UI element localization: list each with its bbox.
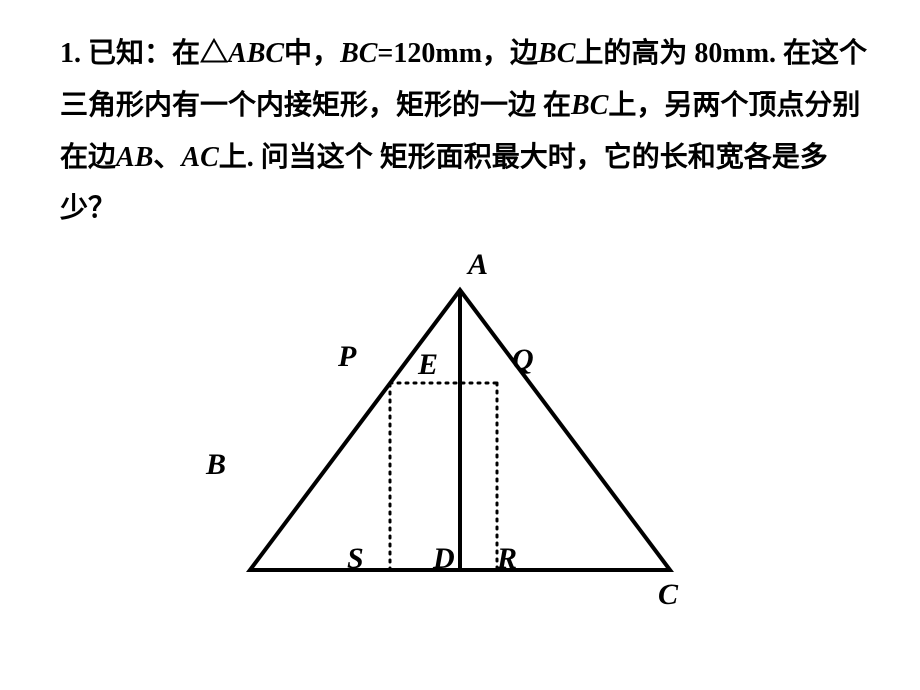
t1a: 已知：在△ bbox=[88, 38, 228, 69]
figure-svg bbox=[190, 270, 730, 650]
sym-abc: ABC bbox=[228, 38, 284, 69]
t3c: 、 bbox=[153, 142, 181, 173]
vertex-label-B: B bbox=[206, 448, 226, 482]
vertex-label-A: A bbox=[468, 248, 488, 282]
sym-ab: AB bbox=[116, 142, 153, 173]
sym-ac: AC bbox=[181, 142, 218, 173]
geometry-figure: APEQBSDRC bbox=[190, 270, 730, 650]
vertex-label-Q: Q bbox=[512, 343, 534, 377]
problem-text: 1. 已知：在△ABC中，BC=120mm，边BC上的高为 80mm. 在这个三… bbox=[60, 28, 870, 235]
t1b: 中， bbox=[284, 38, 340, 69]
vertex-label-D: D bbox=[433, 542, 455, 576]
vertex-label-E: E bbox=[418, 348, 438, 382]
vertex-label-P: P bbox=[338, 340, 356, 374]
t1d: 上的高为 bbox=[575, 38, 687, 69]
sym-bc3: BC bbox=[571, 90, 608, 121]
t3a: 在 bbox=[543, 90, 571, 121]
vertex-label-S: S bbox=[347, 542, 364, 576]
sym-bc2: BC bbox=[538, 38, 575, 69]
vertex-label-R: R bbox=[497, 542, 517, 576]
sym-bc1: BC bbox=[340, 38, 377, 69]
vertex-label-C: C bbox=[658, 578, 678, 612]
t3d: 上. 问当这个 bbox=[219, 142, 373, 173]
problem-number: 1. bbox=[60, 38, 81, 69]
t1c: =120mm，边 bbox=[377, 38, 538, 69]
